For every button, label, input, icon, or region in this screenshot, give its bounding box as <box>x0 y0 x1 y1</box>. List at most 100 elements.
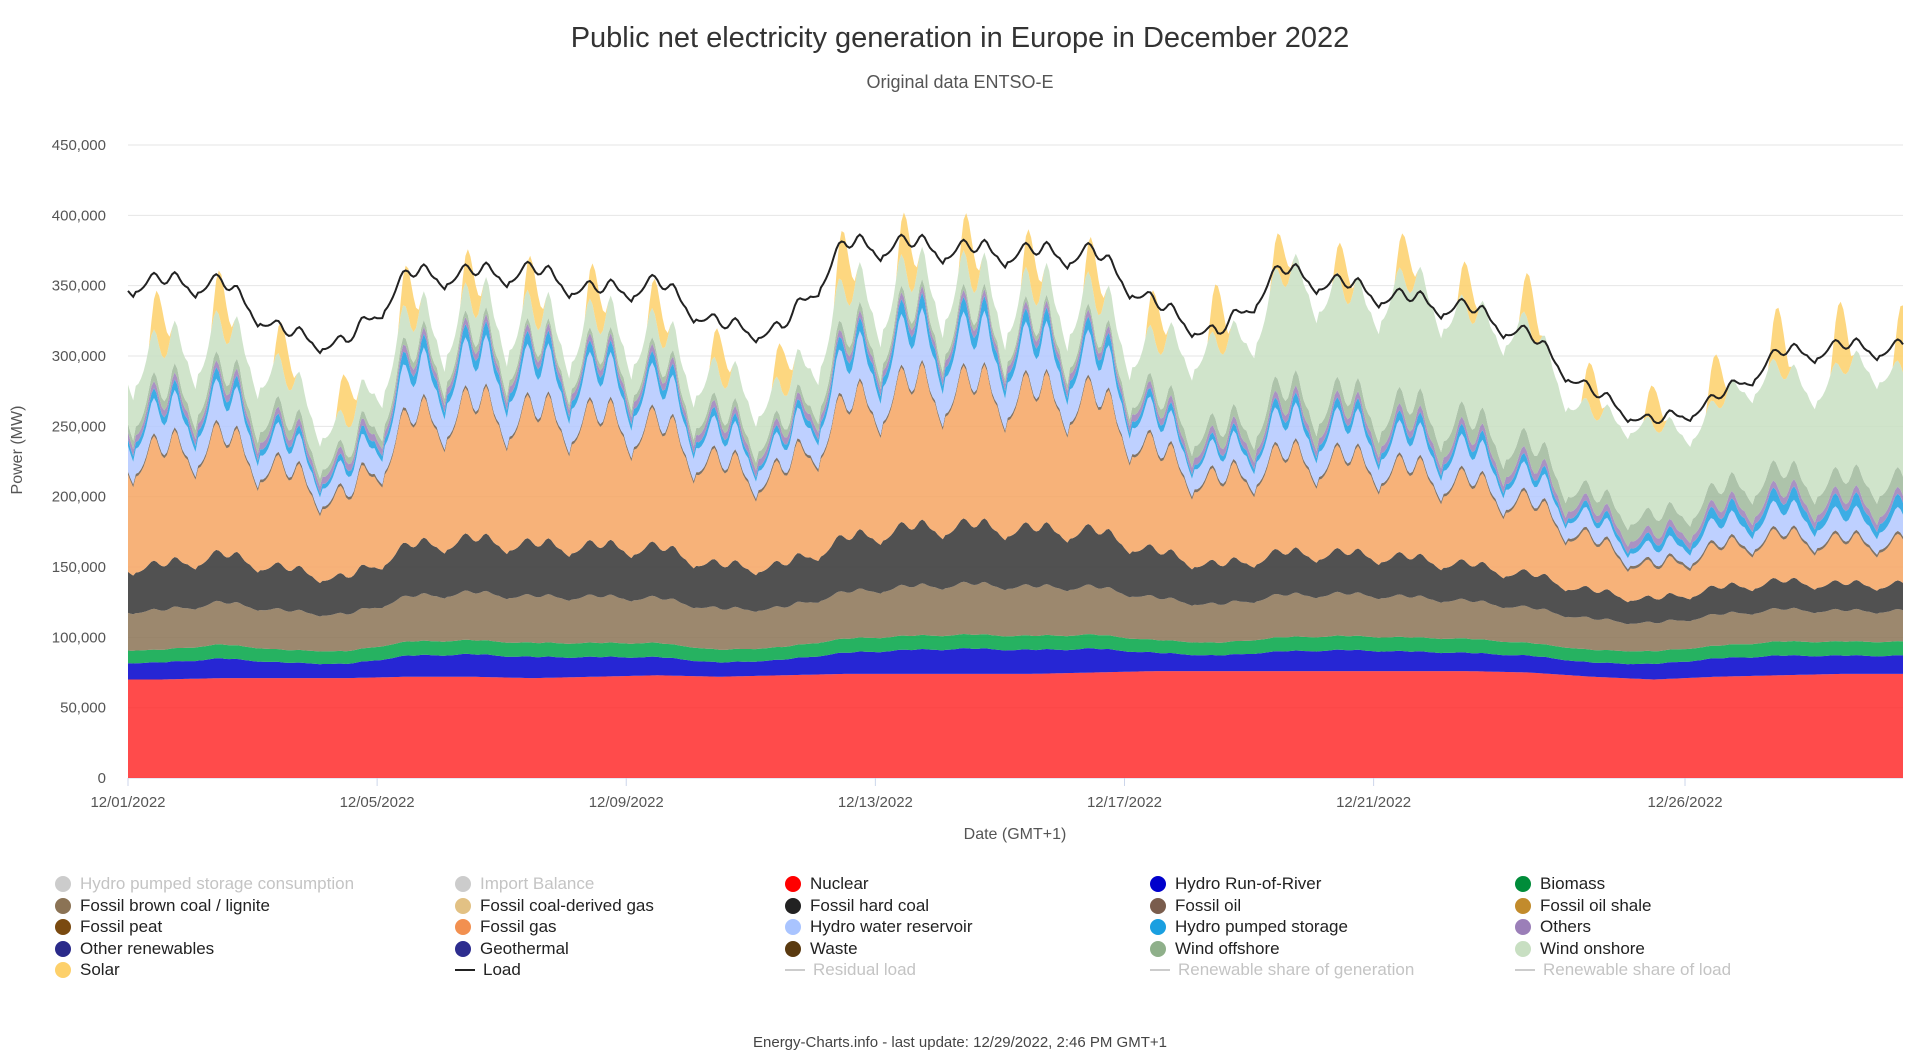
legend-label: Fossil oil shale <box>1540 895 1652 915</box>
legend-item-geothermal[interactable]: Geothermal <box>455 939 569 959</box>
x-tick-label: 12/13/2022 <box>838 794 913 811</box>
area-hydro-water-reservoir[interactable] <box>128 307 1903 570</box>
legend-label: Residual load <box>813 960 917 979</box>
x-tick-label: 12/26/2022 <box>1647 794 1722 811</box>
legend-item-hydro-pumped-storage[interactable]: Hydro pumped storage <box>1150 917 1348 937</box>
legend-item-fossil-oil-shale[interactable]: Fossil oil shale <box>1515 896 1652 916</box>
legend-dot-icon <box>455 876 471 892</box>
legend-item-solar[interactable]: Solar <box>55 960 120 980</box>
x-tick-label: 12/21/2022 <box>1336 794 1411 811</box>
y-tick-label: 450,000 <box>52 137 106 154</box>
legend-dot-icon <box>785 897 801 914</box>
legend-item-fossil-coal-derived-gas[interactable]: Fossil coal-derived gas <box>455 896 654 916</box>
legend-dot-icon <box>55 962 71 978</box>
legend-dot-icon <box>785 876 801 892</box>
legend-label: Wind offshore <box>1175 938 1280 958</box>
legend-item-wind-onshore[interactable]: Wind onshore <box>1515 939 1645 959</box>
legend-item-others[interactable]: Others <box>1515 917 1591 937</box>
legend-dot-icon <box>455 940 471 957</box>
legend-item-renewable-share-of-load[interactable]: Renewable share of load <box>1515 960 1731 980</box>
legend-line-icon <box>1150 969 1170 971</box>
legend-dot-icon <box>55 940 71 957</box>
legend-item-fossil-peat[interactable]: Fossil peat <box>55 917 162 937</box>
stacked-areas <box>128 212 1903 778</box>
legend-dot-icon <box>455 919 471 935</box>
y-tick-label: 100,000 <box>52 629 106 646</box>
legend-dot-icon <box>1150 940 1166 957</box>
legend-label: Hydro water reservoir <box>810 917 973 936</box>
legend-item-nuclear[interactable]: Nuclear <box>785 874 869 894</box>
legend-dot-icon <box>1515 897 1531 914</box>
legend-item-import-balance[interactable]: Import Balance <box>455 874 594 894</box>
y-axis-ticks: 0 50,000 100,000 150,000 200,000 250,000 300,0… <box>52 137 106 787</box>
area-hydro-run-of-river[interactable] <box>128 648 1903 680</box>
y-tick-label: 400,000 <box>52 207 106 224</box>
area-biomass[interactable] <box>128 634 1903 665</box>
legend-line-icon <box>785 969 805 971</box>
legend-label: Fossil hard coal <box>810 895 930 915</box>
area-fossil-hard-coal[interactable] <box>128 518 1903 625</box>
legend-label: Other renewables <box>80 938 215 958</box>
footer-credit: Energy-Charts.info - last update: 12/29/… <box>753 1034 1167 1051</box>
legend-label: Fossil oil <box>1175 895 1242 915</box>
legend-dot-icon <box>785 940 801 957</box>
legend-dot-icon <box>1515 940 1531 957</box>
y-tick-label: 50,000 <box>60 700 106 717</box>
legend-item-other-renewables[interactable]: Other renewables <box>55 939 214 959</box>
legend-dot-icon <box>55 876 71 892</box>
legend-label: Fossil coal-derived gas <box>480 895 654 915</box>
legend-line-icon <box>455 969 475 971</box>
area-wind-onshore[interactable] <box>128 246 1903 531</box>
load-line[interactable] <box>127 233 1904 425</box>
legend-label: Nuclear <box>810 874 869 893</box>
legend-dot-icon <box>1150 876 1166 892</box>
chart-subtitle: Original data ENTSO-E <box>866 72 1054 92</box>
legend-label: Fossil brown coal / lignite <box>80 895 270 915</box>
legend-label: Renewable share of load <box>1543 960 1732 979</box>
legend-item-renewable-share-of-generation[interactable]: Renewable share of generation <box>1150 960 1414 980</box>
load-line-layer <box>127 233 1904 425</box>
y-tick-label: 300,000 <box>52 348 106 365</box>
legend-dot-icon <box>455 897 471 914</box>
legend-item-hydro-pumped-storage-consumption[interactable]: Hydro pumped storage consumption <box>55 874 354 894</box>
legend-item-waste[interactable]: Waste <box>785 939 858 959</box>
legend-label: Fossil gas <box>480 917 557 936</box>
legend-label: Others <box>1540 917 1592 936</box>
legend-dot-icon <box>1515 919 1531 935</box>
legend-item-fossil-gas[interactable]: Fossil gas <box>455 917 557 937</box>
legend-item-residual-load[interactable]: Residual load <box>785 960 916 980</box>
legend-label: Hydro Run-of-River <box>1175 874 1322 893</box>
y-axis-title: Power (MW) <box>9 406 26 495</box>
legend-item-hydro-water-reservoir[interactable]: Hydro water reservoir <box>785 917 973 937</box>
legend-label: Geothermal <box>480 938 569 958</box>
legend-label: Biomass <box>1540 874 1606 893</box>
area-fossil-brown-coal-lignite[interactable] <box>128 581 1903 652</box>
legend-label: Load <box>483 960 521 979</box>
x-tick-label: 12/17/2022 <box>1087 794 1162 811</box>
legend-label: Renewable share of generation <box>1178 960 1415 979</box>
legend-label: Solar <box>80 960 120 979</box>
y-tick-label: 0 <box>98 770 106 787</box>
y-tick-label: 250,000 <box>52 418 106 435</box>
legend-dot-icon <box>55 919 71 935</box>
legend-item-fossil-hard-coal[interactable]: Fossil hard coal <box>785 896 929 916</box>
legend-label: Waste <box>810 938 858 958</box>
legend-item-hydro-run-of-river[interactable]: Hydro Run-of-River <box>1150 874 1321 894</box>
area-fossil-gas[interactable] <box>128 362 1903 603</box>
legend-dot-icon <box>785 919 801 935</box>
area-nuclear[interactable] <box>128 671 1903 778</box>
legend-dot-icon <box>1150 919 1166 935</box>
legend-item-load[interactable]: Load <box>455 960 521 980</box>
y-tick-label: 350,000 <box>52 278 106 295</box>
y-tick-label: 200,000 <box>52 489 106 506</box>
y-tick-label: 150,000 <box>52 559 106 576</box>
legend-item-wind-offshore[interactable]: Wind offshore <box>1150 939 1280 959</box>
legend-line-icon <box>1515 969 1535 971</box>
legend-label: Hydro pumped storage consumption <box>80 874 355 893</box>
legend-item-fossil-oil[interactable]: Fossil oil <box>1150 896 1241 916</box>
legend-item-biomass[interactable]: Biomass <box>1515 874 1605 894</box>
legend-dot-icon <box>55 897 71 914</box>
legend-item-fossil-brown-coal-lignite[interactable]: Fossil brown coal / lignite <box>55 896 270 916</box>
x-tick-label: 12/05/2022 <box>340 794 415 811</box>
chart-plot: 0 50,000 100,000 150,000 200,000 250,000 300,0… <box>9 137 1904 843</box>
